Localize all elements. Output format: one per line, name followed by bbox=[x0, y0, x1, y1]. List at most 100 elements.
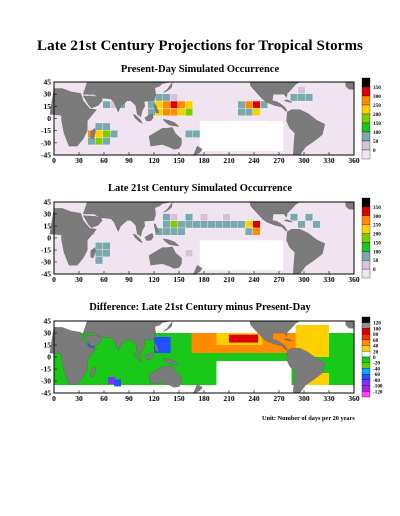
grid-cell bbox=[185, 130, 193, 138]
legend-label: 350 bbox=[373, 205, 381, 211]
grid-cell bbox=[290, 213, 298, 221]
x-tick-label: 120 bbox=[148, 156, 160, 165]
legend-swatch bbox=[361, 140, 371, 151]
land-mass bbox=[148, 365, 182, 388]
land-mass bbox=[153, 223, 160, 233]
grid-cell bbox=[312, 220, 321, 229]
x-tick-label: 210 bbox=[223, 275, 235, 284]
grid-cell bbox=[192, 130, 201, 138]
legend-swatch bbox=[361, 242, 371, 252]
land-mass bbox=[82, 95, 103, 109]
grid-cell bbox=[305, 93, 313, 102]
grid-cell bbox=[95, 137, 103, 146]
grid-cell bbox=[245, 227, 253, 236]
land-mass bbox=[283, 99, 293, 103]
no-storm-region bbox=[199, 120, 284, 151]
legend-label: -40 bbox=[373, 366, 380, 372]
x-tick-label: 330 bbox=[323, 156, 335, 165]
legend-label: 120 bbox=[373, 321, 381, 327]
y-tick-label: 15 bbox=[44, 222, 52, 231]
legend-swatch bbox=[361, 373, 371, 381]
x-tick-label: 210 bbox=[223, 394, 235, 403]
grid-cell bbox=[102, 242, 111, 250]
grid-cell bbox=[155, 93, 163, 102]
land-mass bbox=[283, 338, 293, 342]
x-tick-label: 60 bbox=[100, 156, 108, 165]
land-mass bbox=[286, 229, 325, 275]
land-mass bbox=[148, 127, 182, 150]
x-tick-label: 210 bbox=[223, 156, 235, 165]
land-mass bbox=[82, 81, 171, 118]
x-tick-label: 30 bbox=[75, 156, 83, 165]
panel3-title: Difference: Late 21st Century minus Pres… bbox=[89, 302, 311, 313]
legend-swatch bbox=[361, 86, 371, 97]
x-tick-label: 270 bbox=[273, 394, 285, 403]
x-tick-label: 240 bbox=[248, 156, 260, 165]
legend-label: 100 bbox=[373, 130, 381, 136]
land-mass bbox=[153, 103, 160, 113]
legend-label: 200 bbox=[373, 112, 381, 118]
y-tick-label: -15 bbox=[41, 365, 51, 374]
land-mass bbox=[163, 202, 173, 213]
x-tick-label: 60 bbox=[100, 394, 108, 403]
grid-cell bbox=[95, 249, 103, 257]
x-tick-label: 300 bbox=[298, 275, 310, 284]
land-mass bbox=[90, 247, 96, 259]
grid-cell bbox=[185, 249, 193, 257]
land-mass bbox=[90, 366, 96, 378]
y-tick-label: -30 bbox=[41, 377, 51, 386]
legend-swatch bbox=[361, 345, 371, 352]
grid-cell bbox=[177, 220, 186, 229]
land-mass bbox=[163, 321, 173, 332]
land-mass bbox=[286, 348, 325, 394]
grid-cell bbox=[200, 213, 208, 221]
land-mass bbox=[249, 201, 301, 231]
grid-cell bbox=[177, 227, 186, 236]
grid-cell bbox=[252, 220, 261, 229]
y-tick-label: 0 bbox=[47, 114, 51, 123]
legend-swatch bbox=[361, 356, 371, 363]
diff-region bbox=[154, 337, 171, 353]
y-tick-label: 30 bbox=[44, 90, 52, 99]
y-tick-label: -45 bbox=[41, 270, 51, 279]
legend-label: -20 bbox=[373, 361, 380, 367]
land-mass bbox=[249, 81, 301, 112]
grid-cell bbox=[252, 100, 261, 109]
x-tick-label: 150 bbox=[173, 156, 185, 165]
grid-cell bbox=[162, 227, 171, 236]
y-tick-label: 15 bbox=[44, 102, 52, 111]
x-tick-label: 30 bbox=[75, 394, 83, 403]
grid-cell bbox=[297, 93, 306, 102]
grid-cell bbox=[185, 213, 193, 221]
panel1-title: Present-Day Simulated Occurrence bbox=[120, 64, 280, 75]
land-mass bbox=[132, 114, 143, 124]
y-tick-label: 30 bbox=[44, 210, 52, 219]
y-tick-label: 45 bbox=[44, 198, 52, 207]
grid-cell bbox=[162, 213, 171, 221]
legend-swatch bbox=[361, 385, 371, 392]
legend-label: 60 bbox=[373, 338, 379, 344]
x-tick-label: 90 bbox=[125, 394, 133, 403]
grid-cell bbox=[162, 93, 171, 102]
land-mass bbox=[162, 238, 180, 247]
legend-swatch bbox=[361, 391, 371, 398]
grid-cell bbox=[95, 130, 103, 138]
x-tick-label: 150 bbox=[173, 394, 185, 403]
legend-label: 50 bbox=[373, 139, 379, 145]
grid-cell bbox=[185, 220, 193, 229]
legend-swatch bbox=[361, 368, 371, 375]
land-mass bbox=[144, 232, 154, 241]
x-tick-label: 30 bbox=[75, 275, 83, 284]
legend-label: 150 bbox=[373, 240, 381, 246]
land-mass bbox=[283, 219, 293, 223]
x-tick-label: 60 bbox=[100, 275, 108, 284]
diff-cell bbox=[108, 377, 116, 384]
legend-swatch bbox=[361, 333, 371, 341]
legend-label: -80 bbox=[373, 378, 380, 384]
panel2-title: Late 21st Century Simulated Occurrence bbox=[107, 183, 293, 194]
grid-cell bbox=[170, 227, 178, 236]
legend-swatch bbox=[361, 379, 371, 386]
legend-label: 50 bbox=[373, 258, 379, 264]
grid-cell bbox=[102, 249, 111, 257]
